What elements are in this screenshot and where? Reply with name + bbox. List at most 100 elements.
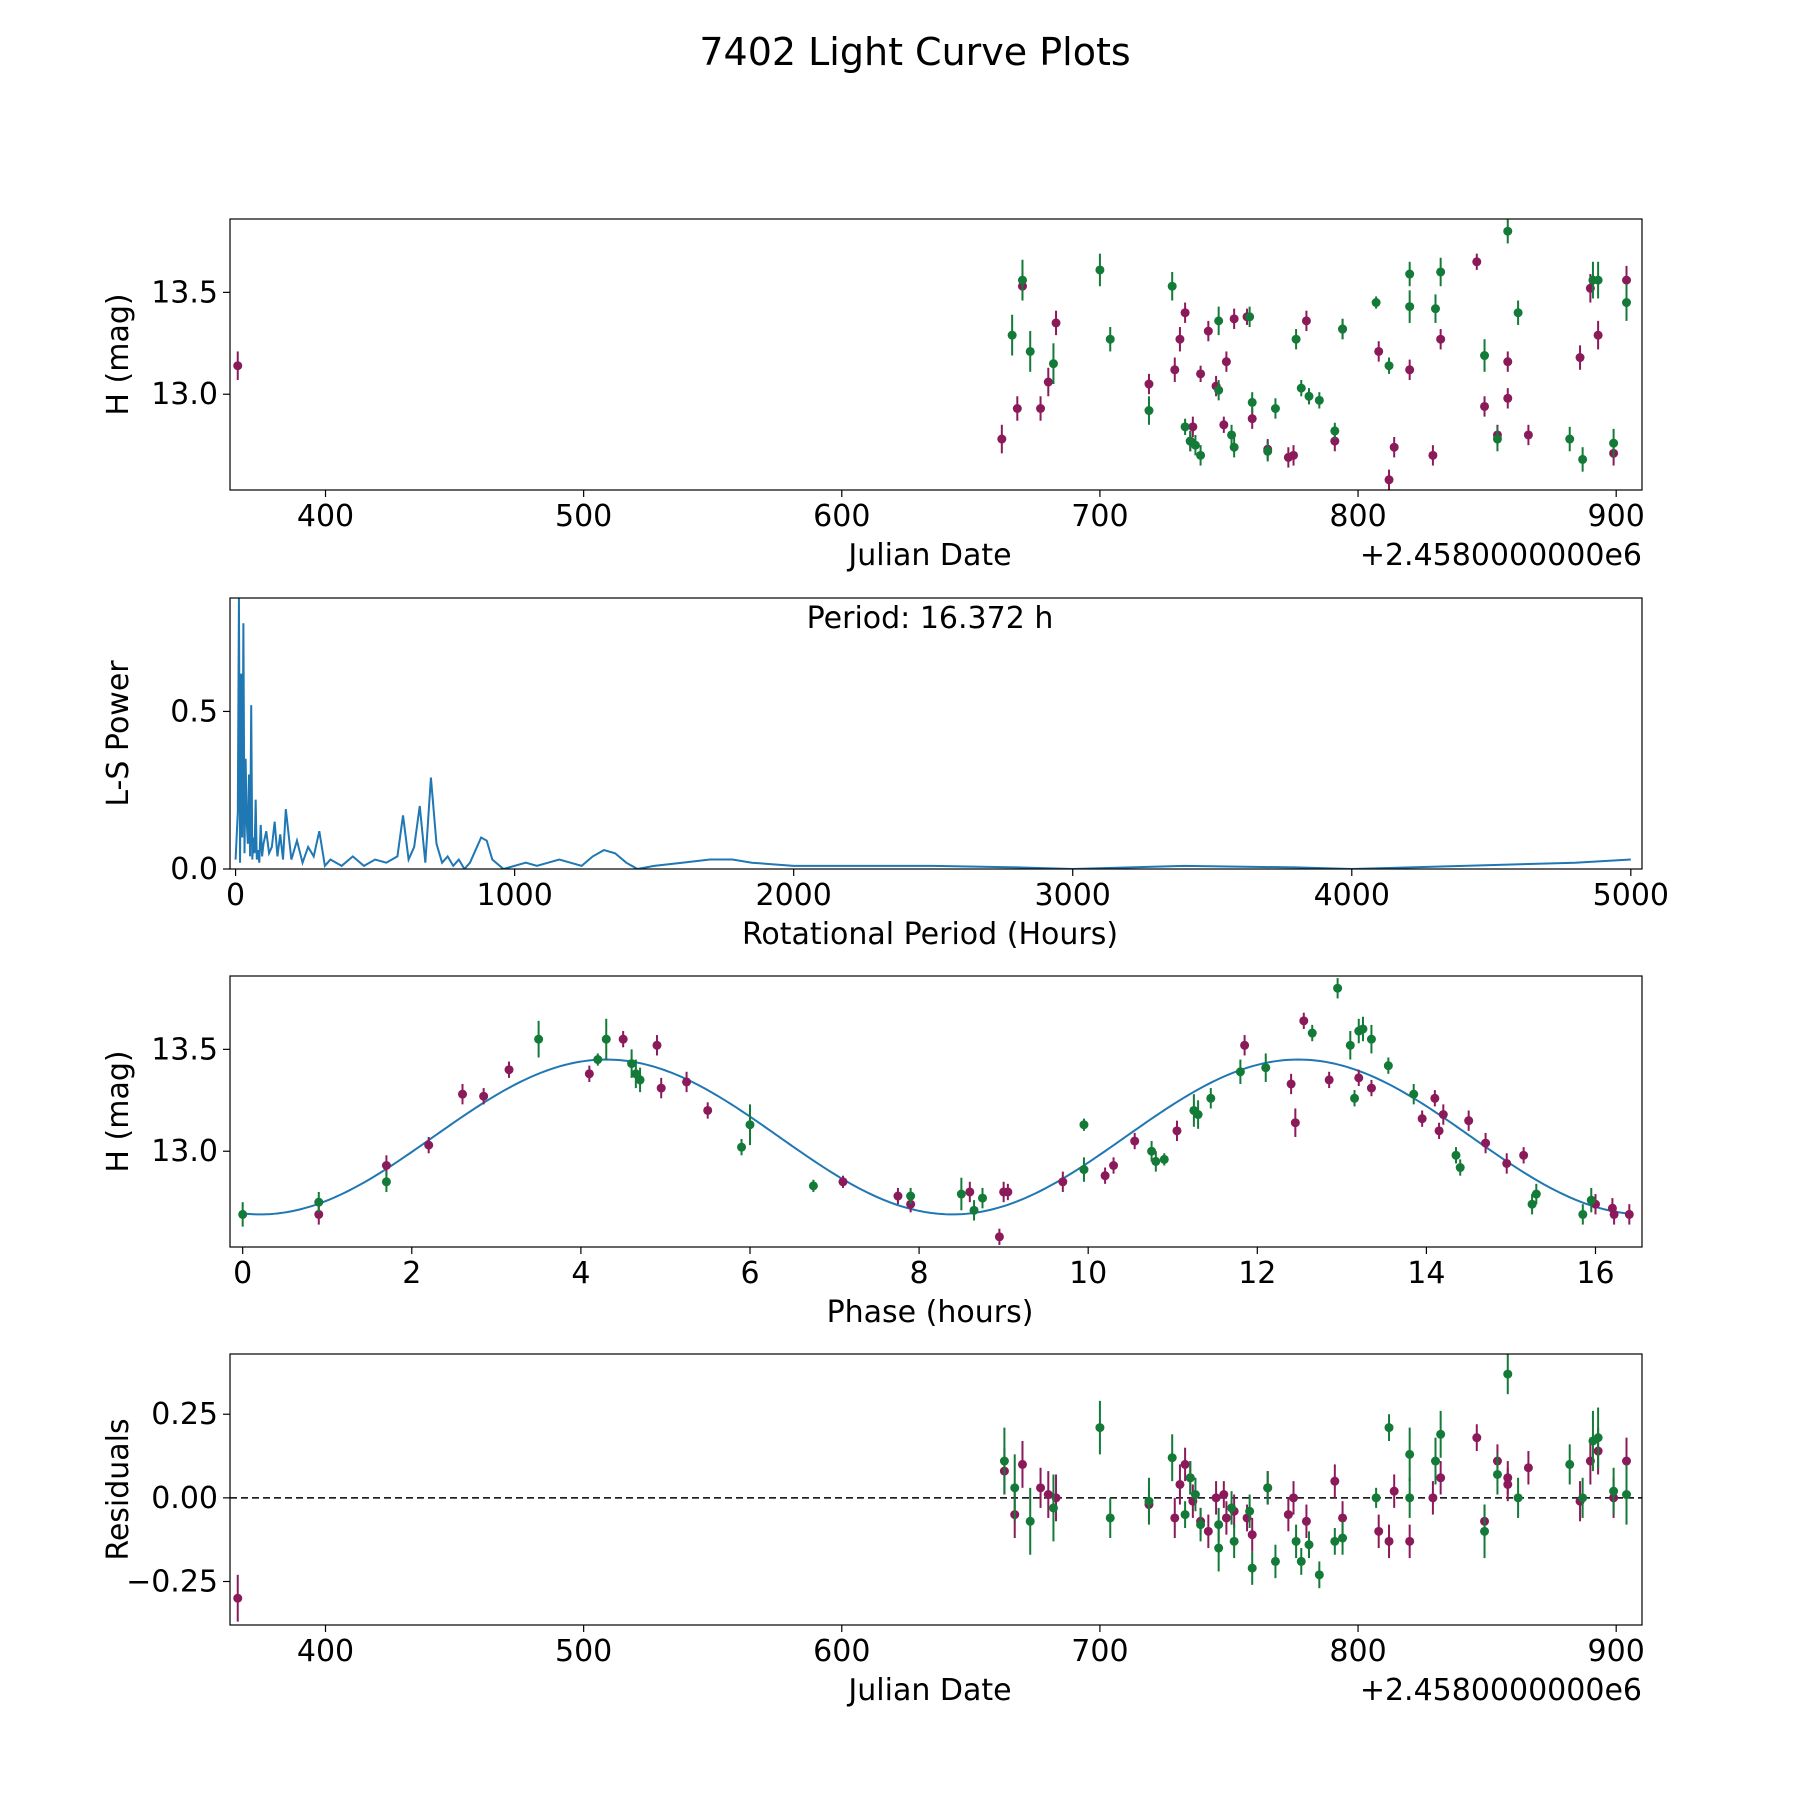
marker [635, 1075, 645, 1085]
marker [1289, 1493, 1299, 1503]
data-point-green [1531, 1183, 1541, 1205]
period-annotation: Period: 16.372 h [807, 601, 1054, 636]
data-point-magenta [1519, 1147, 1529, 1164]
x-tick-label: 600 [813, 1634, 870, 1669]
data-point-green [1480, 339, 1490, 372]
data-point-green [381, 1171, 391, 1192]
marker [1247, 1530, 1257, 1540]
data-point-magenta [1180, 1447, 1190, 1482]
marker [314, 1197, 324, 1207]
data-point-magenta [1219, 1481, 1229, 1508]
data-point-green [1214, 1507, 1224, 1542]
data-point-magenta [1417, 1110, 1427, 1127]
data-point-green [1263, 441, 1273, 462]
data-point-green [1409, 1083, 1419, 1105]
marker [504, 1065, 514, 1075]
data-point-magenta [1012, 396, 1022, 421]
data-point-magenta [1503, 351, 1513, 372]
data-point-magenta [1203, 320, 1213, 342]
data-point-green [1330, 1527, 1340, 1555]
x-axis-label: Phase (hours) [827, 1295, 1034, 1330]
data-point-green [1593, 261, 1603, 299]
data-point-magenta [1170, 1497, 1180, 1539]
marker [1263, 446, 1273, 456]
marker [1247, 414, 1257, 424]
data-point-magenta [1188, 416, 1198, 438]
marker [1472, 257, 1482, 267]
data-point-green [1405, 1477, 1415, 1518]
marker [238, 1209, 248, 1219]
data-point-magenta [1221, 1501, 1231, 1535]
data-point-magenta [1405, 1524, 1415, 1559]
data-point-green [635, 1067, 645, 1093]
data-point-green [1436, 257, 1446, 287]
y-tick-label: 0.25 [151, 1397, 218, 1432]
x-tick-label: 14 [1407, 1256, 1445, 1291]
marker [1170, 365, 1180, 375]
data-point-green [593, 1053, 603, 1066]
marker [906, 1191, 916, 1201]
x-tick-label: 8 [910, 1256, 929, 1291]
marker [1492, 434, 1502, 444]
marker [1144, 1496, 1154, 1506]
data-point-green [1578, 1477, 1588, 1518]
x-tick-label: 3000 [1035, 878, 1111, 913]
marker [601, 1034, 611, 1044]
marker [1622, 275, 1632, 285]
x-tick-label: 5000 [1593, 878, 1669, 913]
marker [1025, 346, 1035, 356]
data-point-green [1261, 1053, 1271, 1082]
y-tick-label: 0.5 [170, 694, 218, 729]
marker [1345, 1040, 1355, 1050]
marker [1575, 353, 1585, 363]
data-point-magenta [1472, 1424, 1482, 1452]
marker [1190, 1490, 1200, 1500]
axes-frame [229, 975, 1643, 1248]
data-point-green [1247, 392, 1257, 413]
x-tick-label: 2 [402, 1256, 421, 1291]
data-point-magenta [1374, 1514, 1384, 1549]
figure-title: 7402 Light Curve Plots [699, 30, 1130, 74]
marker [1354, 1073, 1364, 1083]
axes-frame [229, 218, 1643, 491]
x-tick-label: 900 [1588, 499, 1645, 534]
x-tick-label: 700 [1071, 1634, 1128, 1669]
data-point-green [1436, 1410, 1446, 1458]
data-point-magenta [1290, 1108, 1300, 1137]
marker [1263, 1483, 1273, 1493]
marker [965, 1187, 975, 1197]
data-point-green [1358, 1016, 1368, 1042]
marker [381, 1160, 391, 1170]
data-point-green [1229, 1524, 1239, 1559]
marker [1247, 397, 1257, 407]
marker [1036, 403, 1046, 413]
marker [1105, 334, 1115, 344]
data-point-green [1190, 1477, 1200, 1512]
marker [1565, 1459, 1575, 1469]
marker [1211, 1493, 1221, 1503]
marker [1079, 1120, 1089, 1130]
data-point-magenta [1434, 1122, 1444, 1140]
data-point-green [1245, 306, 1255, 327]
marker [1330, 1536, 1340, 1546]
data-point-green [1263, 1471, 1273, 1505]
data-point-magenta [1221, 351, 1231, 372]
data-point-magenta [1289, 445, 1299, 466]
marker [1283, 1510, 1293, 1520]
data-point-magenta [1436, 1461, 1446, 1495]
marker [1480, 401, 1490, 411]
data-point-magenta [1051, 310, 1061, 336]
marker [618, 1034, 628, 1044]
marker [1007, 330, 1017, 340]
x-offset-text: +2.4580000000e6 [1360, 538, 1642, 573]
marker [1436, 1473, 1446, 1483]
marker [1048, 359, 1058, 369]
marker [1144, 379, 1154, 389]
data-point-green [1586, 1187, 1596, 1213]
marker [956, 1189, 966, 1199]
marker [1405, 302, 1415, 312]
data-point-green [1405, 261, 1415, 287]
marker [1503, 357, 1513, 367]
marker [1436, 1429, 1446, 1439]
data-point-magenta [1609, 1204, 1619, 1225]
